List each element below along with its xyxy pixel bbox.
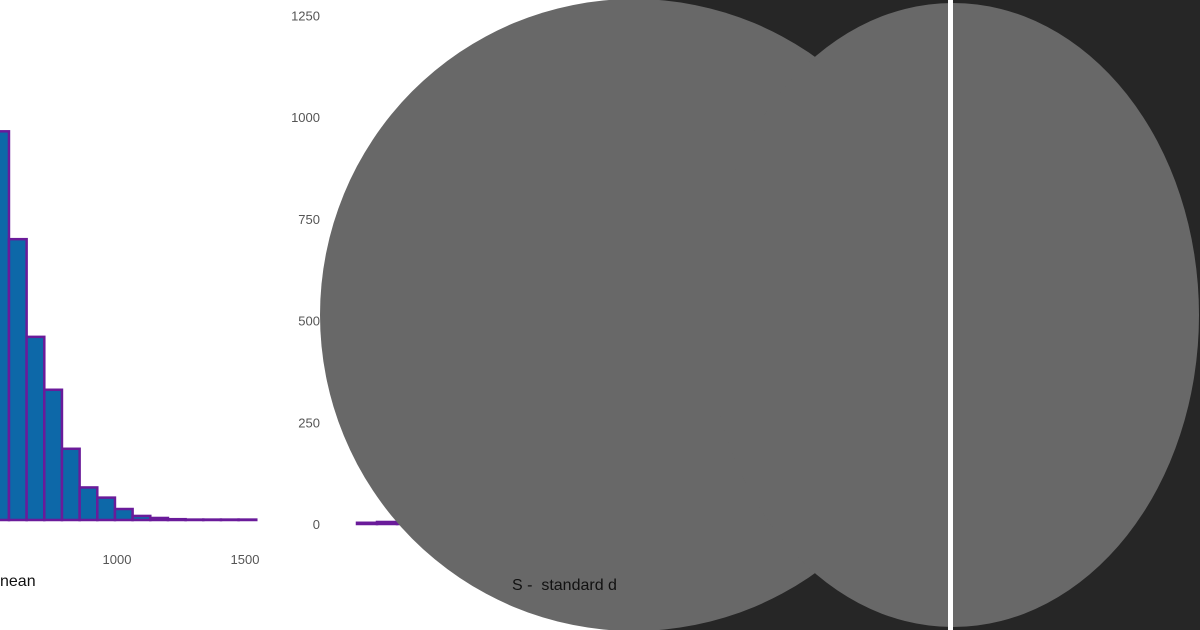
histogram-bar — [96, 496, 117, 522]
y-tick-label: 250 — [298, 415, 320, 430]
histogram-bar — [375, 520, 399, 526]
histogram-bar — [25, 335, 46, 522]
histogram-mean: 1000 1500 — [0, 130, 260, 567]
axis-labels: nean S - standard d — [0, 573, 617, 594]
histogram-bar — [0, 130, 11, 522]
histogram-bar — [60, 447, 81, 522]
histogram-bar — [149, 516, 170, 522]
y-tick-label: 1000 — [291, 110, 320, 125]
histogram-bar — [7, 237, 28, 522]
x-tick-label: 1500 — [231, 552, 260, 567]
dark-panels — [320, 0, 1200, 630]
histogram-bar — [78, 486, 99, 522]
x-axis-label-standard-deviation: S - standard d — [512, 577, 617, 594]
y-tick-label: 0 — [313, 517, 320, 532]
histogram-bar — [166, 517, 187, 522]
y-tick-label: 750 — [298, 212, 320, 227]
x-tick-label: 1000 — [103, 552, 132, 567]
y-tick-label: 1250 — [291, 8, 320, 23]
histogram-bar — [43, 388, 64, 522]
histogram-bar — [113, 507, 134, 522]
panel-divider — [948, 0, 953, 630]
histogram-bar — [355, 521, 379, 526]
x-axis-label-mean: nean — [0, 573, 36, 590]
y-tick-label: 500 — [298, 314, 320, 329]
histogram-bar — [131, 514, 152, 522]
